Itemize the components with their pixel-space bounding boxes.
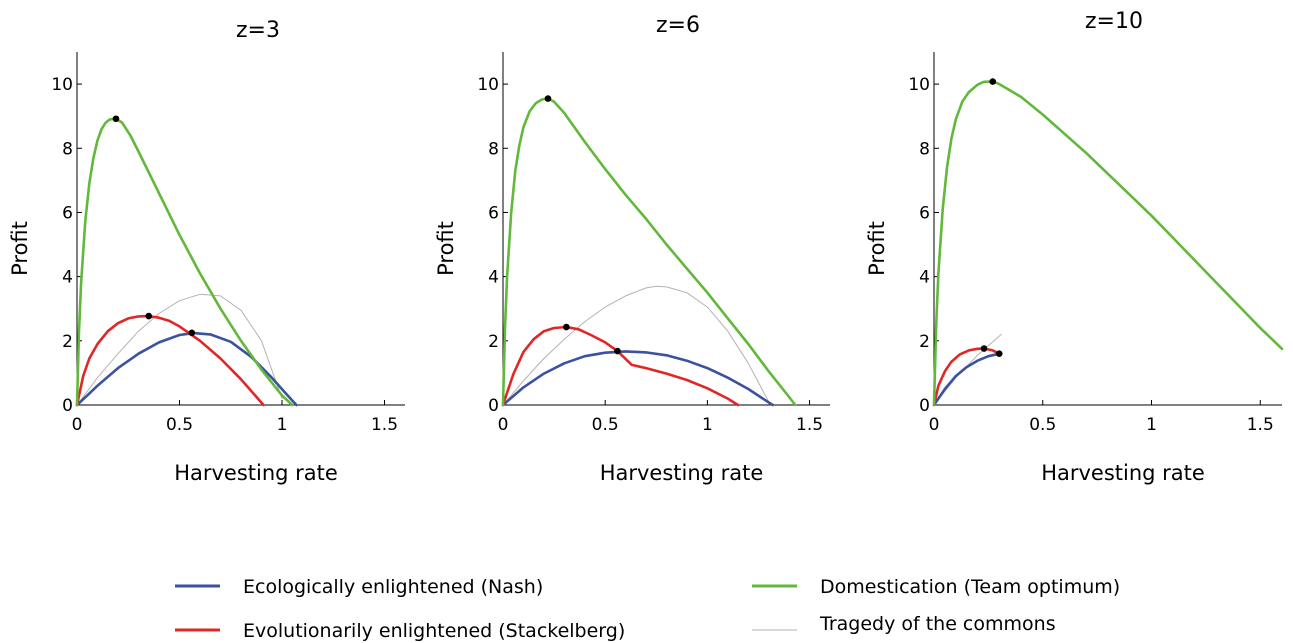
y-tick-label: 10 (477, 75, 499, 95)
optimum-point (989, 78, 997, 85)
y-tick-label: 4 (488, 268, 499, 288)
y-tick-label: 0 (488, 396, 499, 416)
optimum-point (544, 95, 552, 102)
optimum-point (188, 329, 196, 337)
optimum-point (112, 115, 120, 123)
series-line-domestication (501, 97, 797, 407)
y-tick-label: 2 (488, 332, 499, 352)
series-line-evolutionarily (932, 347, 1001, 407)
chart-panel: z=10 0 2 4 6 8 10 0 0.5 1 1.5 Harvesting rate Profit (865, 9, 1284, 485)
x-tick-label: 1 (277, 415, 288, 435)
y-tick-label: 2 (62, 332, 73, 352)
y-tick-label: 6 (919, 203, 930, 223)
series-line-tragedy (76, 293, 283, 406)
series-line-tragedy (933, 333, 1002, 406)
chart-title: z=6 (656, 13, 700, 38)
y-axis-title: Profit (434, 221, 458, 276)
x-tick-label: 0.5 (592, 415, 619, 435)
legend: Ecologically enlightened (Nash) Evolutio… (175, 576, 1120, 642)
x-axis-title: Harvesting rate (1041, 461, 1205, 485)
legend-label-stackelberg: Evolutionarily enlightened (Stackelberg) (243, 620, 625, 642)
optimum-point (980, 345, 988, 352)
series-line-ecologically (932, 352, 1001, 407)
legend-label-team-optimum: Domestication (Team optimum) (820, 576, 1120, 598)
series-line-domestication (932, 80, 1284, 407)
y-tick-label: 8 (62, 139, 73, 159)
series-line-ecologically (501, 350, 775, 407)
x-axis-title: Harvesting rate (600, 461, 764, 485)
y-tick-label: 4 (62, 268, 73, 288)
y-tick-label: 10 (51, 75, 73, 95)
legend-label-nash: Ecologically enlightened (Nash) (243, 576, 543, 598)
y-tick-label: 8 (919, 139, 930, 159)
x-axis-title: Harvesting rate (174, 461, 338, 485)
y-tick-label: 0 (62, 396, 73, 416)
x-tick-label: 1 (1146, 415, 1157, 435)
y-tick-label: 4 (919, 268, 930, 288)
chart-title: z=10 (1085, 9, 1143, 34)
x-tick-label: 0 (72, 415, 83, 435)
optimum-point (995, 350, 1003, 357)
x-tick-label: 1.5 (1247, 415, 1274, 435)
legend-label-tragedy: Tragedy of the commons (819, 613, 1056, 635)
optimum-point (563, 323, 570, 331)
optimum-point (614, 347, 621, 355)
y-tick-label: 6 (488, 203, 499, 223)
series-line-domestication (75, 117, 294, 407)
series-line-evolutionarily (75, 314, 265, 407)
chart-panel: z=3 0 2 4 6 8 10 0 0.5 1 1.5 Harvesting rate Profit (8, 18, 405, 485)
y-tick-label: 6 (62, 203, 73, 223)
series-line-ecologically (75, 331, 298, 407)
y-tick-label: 0 (919, 396, 930, 416)
chart-panel: z=6 0 2 4 6 8 10 0 0.5 1 1.5 Harvesting rate Profit (434, 13, 830, 485)
x-tick-label: 0.5 (1029, 415, 1056, 435)
x-tick-label: 1 (702, 415, 713, 435)
optimum-point (145, 312, 153, 320)
series-line-tragedy (502, 285, 770, 406)
x-tick-label: 1.5 (796, 415, 823, 435)
y-tick-label: 10 (908, 75, 930, 95)
y-axis-title: Profit (8, 221, 32, 276)
y-axis-title: Profit (865, 221, 889, 276)
x-tick-label: 0 (498, 415, 509, 435)
y-tick-label: 2 (919, 332, 930, 352)
x-tick-label: 0 (929, 415, 940, 435)
y-tick-label: 8 (488, 139, 499, 159)
x-tick-label: 1.5 (371, 415, 398, 435)
x-tick-label: 0.5 (166, 415, 193, 435)
chart-title: z=3 (236, 18, 280, 43)
series-line-evolutionarily (501, 325, 740, 407)
